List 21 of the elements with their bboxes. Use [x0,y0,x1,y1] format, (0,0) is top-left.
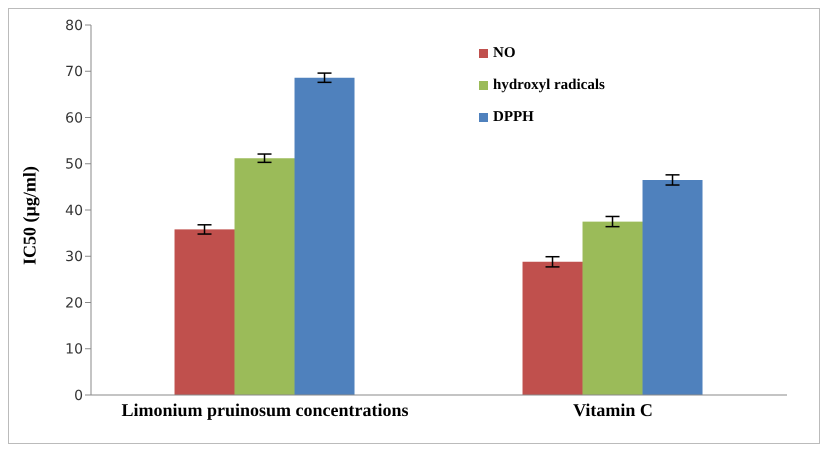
y-tick-label: 20 [65,295,83,312]
x-tick-label: Vitamin C [573,400,653,420]
bar [234,158,295,395]
y-tick-label: 30 [65,249,83,266]
y-tick-label: 80 [65,18,83,34]
bar [642,180,703,395]
y-tick-label: 10 [65,342,83,358]
legend-label: hydroxyl radicals [493,76,605,94]
x-tick-label: Limonium pruinosum concentrations [121,400,409,420]
legend-label: NO [493,44,516,62]
bar [174,229,235,395]
y-tick-label: 50 [65,156,83,173]
y-tick-label: 0 [74,388,83,404]
y-axis-title: IC50 (µg/ml) [19,166,40,265]
y-tick-label: 70 [65,64,83,80]
bar [522,262,583,395]
y-tick-label: 60 [65,110,83,126]
bar [294,78,355,395]
bar [582,222,643,395]
y-tick-label: 40 [65,202,83,219]
legend-label: DPPH [493,108,534,126]
